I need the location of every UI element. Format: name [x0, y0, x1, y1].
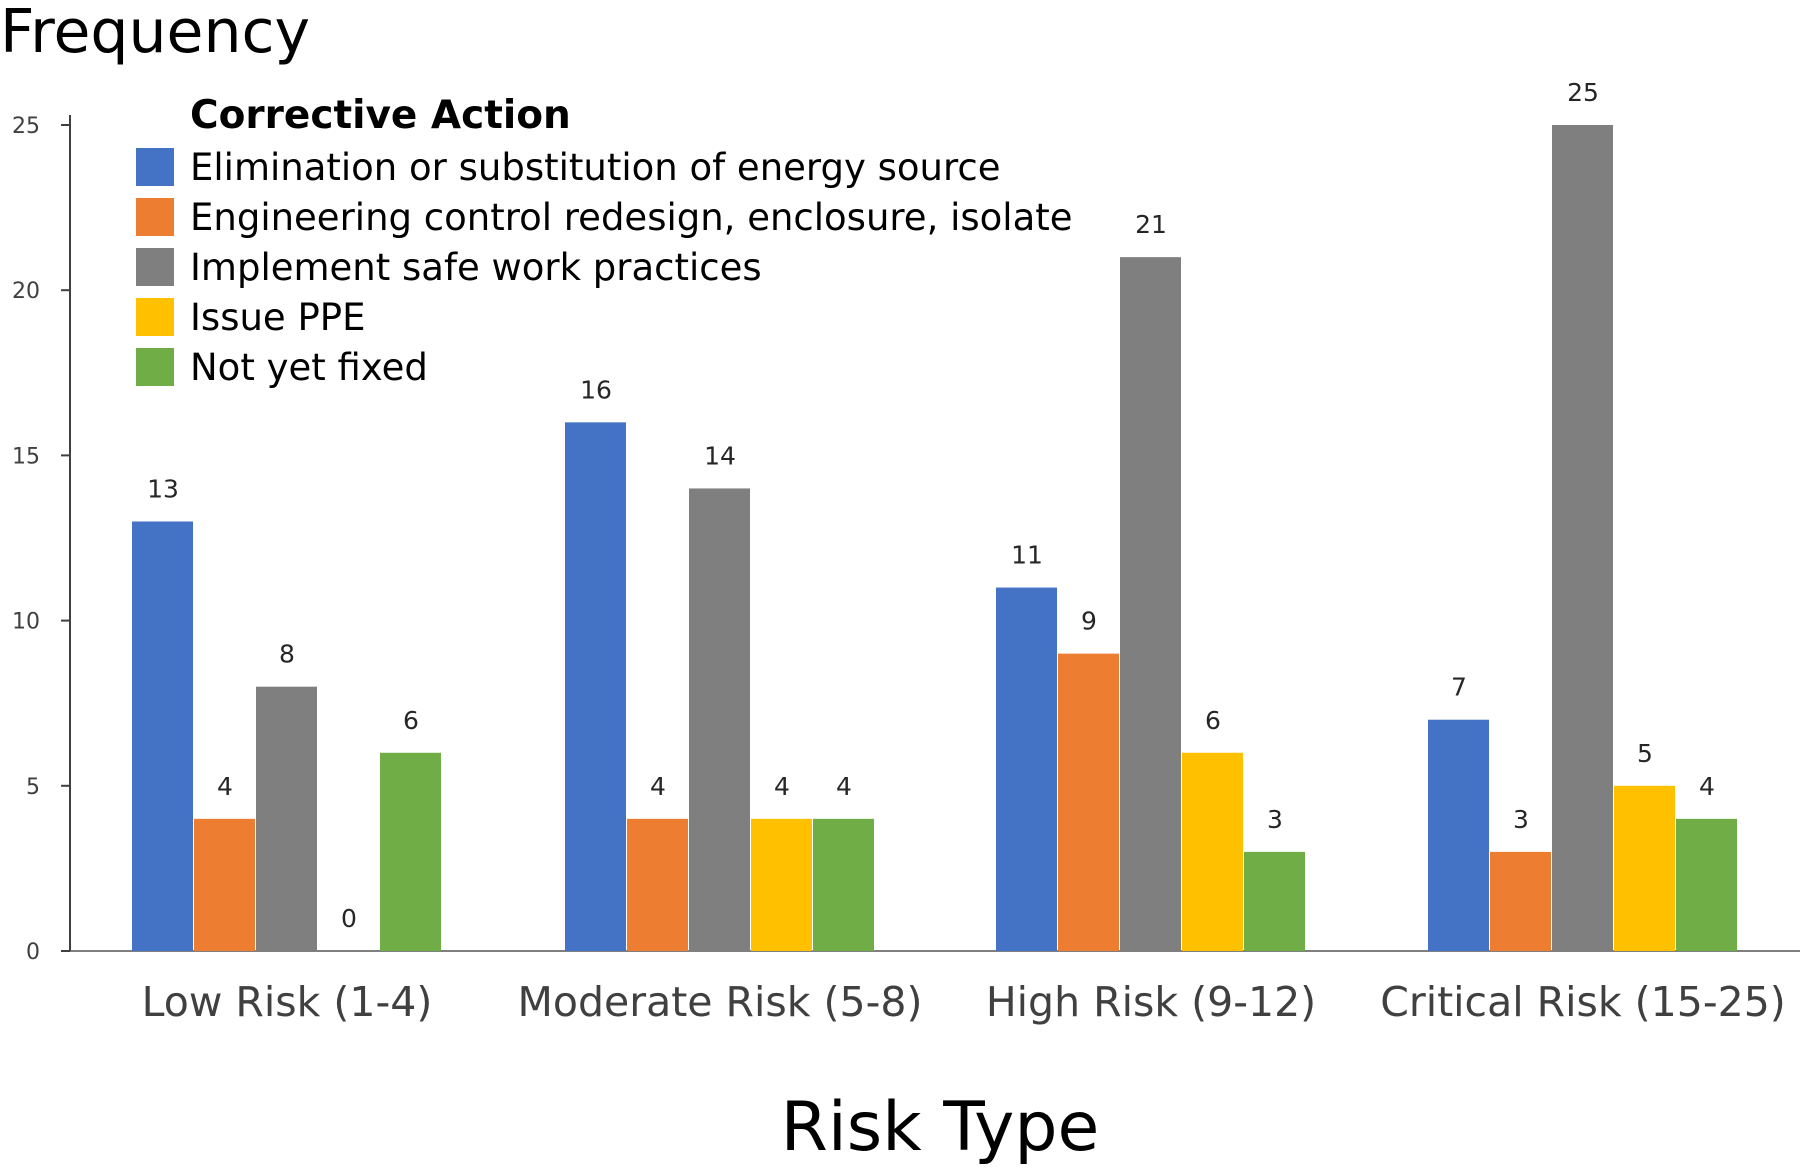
bar	[627, 818, 688, 951]
bar	[996, 587, 1057, 951]
data-label: 9	[1081, 607, 1097, 636]
bar	[380, 752, 441, 951]
bar	[256, 686, 317, 951]
bar	[689, 488, 750, 951]
legend-label: Implement safe work practices	[190, 246, 762, 289]
data-label: 21	[1135, 210, 1167, 239]
bar	[194, 818, 255, 951]
data-label: 7	[1451, 673, 1467, 702]
bar	[1490, 851, 1551, 951]
category-label: Moderate Risk (5-8)	[518, 978, 923, 1026]
y-tick-label: 15	[12, 444, 40, 469]
y-tick-label: 0	[26, 940, 40, 965]
bar	[1428, 719, 1489, 951]
data-label: 0	[341, 904, 357, 933]
bar	[1676, 818, 1737, 951]
bar	[1120, 257, 1181, 951]
legend-swatch	[136, 148, 174, 186]
y-tick-label: 20	[12, 279, 40, 304]
legend-swatch	[136, 298, 174, 336]
legend-swatch	[136, 348, 174, 386]
data-label: 4	[774, 772, 790, 801]
data-label: 4	[1699, 772, 1715, 801]
data-label: 6	[403, 706, 419, 735]
bar	[1182, 752, 1243, 951]
bar	[1552, 125, 1613, 951]
y-tick-label: 25	[12, 114, 40, 139]
y-tick-label: 5	[26, 775, 40, 800]
data-label: 11	[1011, 541, 1043, 570]
legend-swatch	[136, 248, 174, 286]
data-label: 6	[1205, 706, 1221, 735]
category-label: Critical Risk (15-25)	[1380, 978, 1786, 1026]
data-label: 14	[704, 441, 736, 470]
bar	[1058, 653, 1119, 951]
data-label: 5	[1637, 739, 1653, 768]
bar	[1614, 785, 1675, 951]
bar	[565, 422, 626, 951]
bar	[1244, 851, 1305, 951]
legend: Corrective Action Elimination or substit…	[136, 93, 1073, 389]
legend-label: Not yet fixed	[190, 346, 428, 389]
data-label: 4	[217, 772, 233, 801]
legend-title: Corrective Action	[190, 93, 571, 138]
plot-area: 0 5 10 15 20 25 Low Risk (1-4) Moderate Risk (5…	[12, 78, 1800, 1026]
bar	[813, 818, 874, 951]
data-label: 8	[279, 640, 295, 669]
y-tick-label: 10	[12, 610, 40, 635]
legend-label: Issue PPE	[190, 296, 365, 339]
data-label: 4	[836, 772, 852, 801]
data-label: 25	[1567, 78, 1599, 107]
data-label: 3	[1267, 805, 1283, 834]
legend-swatch	[136, 198, 174, 236]
bar	[751, 818, 812, 951]
bar	[132, 521, 193, 951]
legend-label: Elimination or substitution of energy so…	[190, 146, 1000, 189]
category-label: High Risk (9-12)	[986, 978, 1316, 1026]
data-label: 13	[147, 474, 179, 503]
data-label: 3	[1513, 805, 1529, 834]
data-label: 4	[650, 772, 666, 801]
data-label: 16	[580, 375, 612, 404]
category-label: Low Risk (1-4)	[142, 978, 433, 1026]
legend-label: Engineering control redesign, enclosure,…	[190, 196, 1073, 239]
y-axis-title: Frequency	[0, 0, 310, 67]
x-axis-title: Risk Type	[781, 1088, 1100, 1167]
